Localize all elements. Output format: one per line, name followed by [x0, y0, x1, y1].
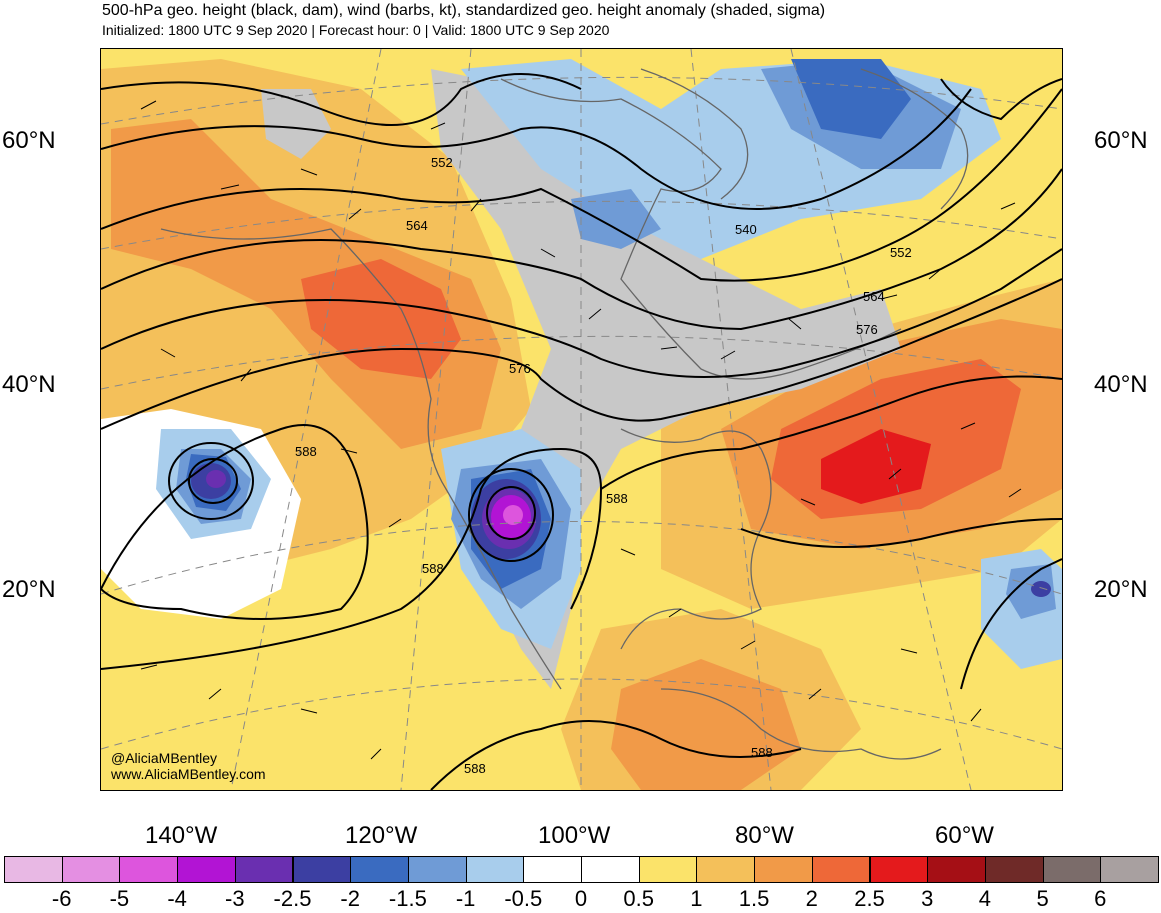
colorbar-cell	[407, 856, 467, 883]
colorbar-cell	[696, 856, 756, 883]
contour-label: 588	[606, 491, 628, 506]
colorbar-cell	[811, 856, 871, 883]
lat-label-left: 40°N	[2, 371, 56, 398]
colorbar-tick-label: -4	[167, 886, 187, 911]
colorbar-tick-label: -6	[51, 886, 72, 911]
lon-label: 120°W	[345, 822, 418, 849]
colorbar-cell	[523, 856, 582, 883]
colorbar-cell	[1100, 856, 1159, 883]
colorbar-tick-label: -5	[109, 886, 130, 911]
lon-label: 100°W	[538, 822, 611, 849]
colorbar-tick-label: -3	[225, 886, 245, 911]
colorbar-cell	[465, 856, 525, 883]
colorbar-cell	[581, 856, 640, 883]
lon-label: 60°W	[935, 822, 994, 849]
contour-label: 564	[863, 289, 885, 304]
contour-label: 588	[295, 444, 317, 459]
colorbar-cell	[638, 856, 698, 883]
contour-label-group: 552 564 576 588 540 552 564 576 588 588 …	[295, 155, 912, 776]
colorbar-tick-label: 0.5	[623, 886, 654, 911]
colorbar-cell	[927, 856, 986, 883]
lon-label: 80°W	[735, 822, 794, 849]
anomaly-area-30	[503, 505, 523, 525]
contour-label: 564	[406, 218, 428, 233]
colorbar-tick-label: 5	[1036, 886, 1049, 911]
colorbar-cell	[4, 856, 63, 883]
colorbar-tick-label: -1.5	[388, 886, 427, 911]
anomaly-area-22	[791, 59, 911, 139]
wind-barbs	[140, 100, 1022, 760]
colorbar-tick-label: 2.5	[854, 886, 885, 911]
contour-label: 576	[509, 361, 531, 376]
contour-label: 588	[422, 561, 444, 576]
graticule	[101, 49, 1062, 790]
map-panel: 552 564 576 588 540 552 564 576 588 588 …	[100, 48, 1063, 791]
lat-label-left: 60°N	[2, 127, 56, 154]
colorbar-tick-label: 4	[978, 886, 992, 911]
colorbar-cell	[119, 856, 179, 883]
anomaly-area-26	[206, 470, 226, 488]
colorbar	[4, 856, 1159, 885]
contour-label: 588	[464, 761, 486, 776]
lat-label-right: 20°N	[1094, 576, 1148, 603]
colorbar-cell	[292, 856, 352, 883]
credit-handle: @AliciaMBentley	[111, 750, 218, 766]
colorbar-tick-label: 2	[805, 886, 818, 911]
credit-website: www.AliciaMBentley.com	[111, 766, 266, 782]
colorbar-tick-label: 6	[1094, 886, 1107, 911]
colorbar-tick-label: 0	[574, 886, 588, 911]
colorbar-tick-label: 1.5	[738, 886, 770, 911]
lat-label-right: 40°N	[1094, 371, 1148, 398]
colorbar-tick-label: -0.5	[504, 886, 543, 911]
colorbar-cell	[177, 856, 236, 883]
anomaly-map: 552 564 576 588 540 552 564 576 588 588 …	[101, 49, 1062, 790]
colorbar-tick-label: -2	[340, 886, 360, 911]
colorbar-tick-label: -1	[455, 886, 476, 911]
anomaly-area-9	[821, 429, 931, 504]
map-title: 500-hPa geo. height (black, dam), wind (…	[102, 2, 826, 19]
anomaly-area-31	[1031, 581, 1051, 597]
lon-label: 140°W	[145, 822, 218, 849]
contour-label: 576	[856, 322, 878, 337]
coastlines	[160, 68, 969, 760]
lat-label-right: 60°N	[1094, 127, 1148, 154]
anomaly-area-21	[1006, 564, 1056, 619]
colorbar-cell	[61, 856, 121, 883]
colorbar-cell	[234, 856, 294, 883]
height-contours	[101, 73, 1062, 790]
colorbar-cell	[350, 856, 409, 883]
colorbar-cell	[1042, 856, 1102, 883]
map-subtitle: Initialized: 1800 UTC 9 Sep 2020 | Forec…	[102, 22, 610, 38]
colorbar-tick-label: 3	[921, 886, 934, 911]
colorbar-tick-label: -2.5	[273, 886, 312, 911]
contour-label: 588	[751, 745, 773, 760]
colorbar-tick-label: 1	[690, 886, 703, 911]
contour-label: 552	[890, 245, 912, 260]
colorbar-cell	[869, 856, 929, 883]
contour-label: 540	[735, 222, 757, 237]
anomaly-area-18	[571, 189, 661, 249]
contour-label: 552	[431, 155, 453, 170]
colorbar-cell	[754, 856, 813, 883]
colorbar-cell	[984, 856, 1044, 883]
lat-label-left: 20°N	[2, 576, 56, 603]
